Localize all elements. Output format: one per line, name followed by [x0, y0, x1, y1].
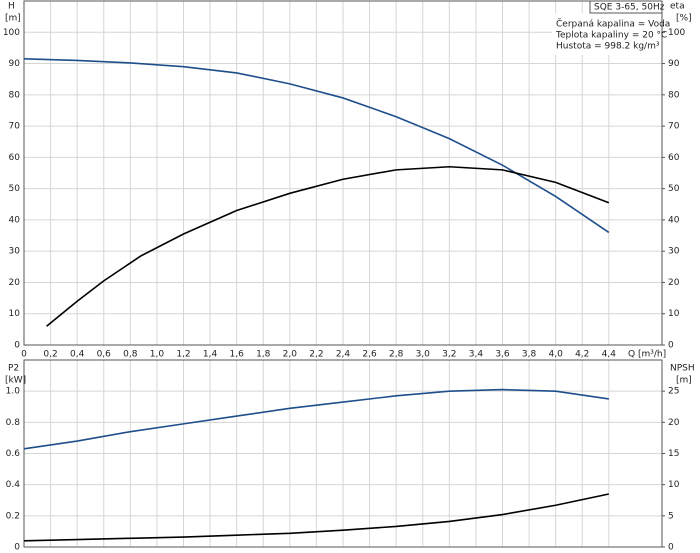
x-tick-label: 4,0 — [549, 350, 564, 360]
x-tick-label: 4,4 — [602, 350, 617, 360]
y-tick-label: 90 — [9, 59, 21, 69]
y2-tick-label: 10 — [668, 309, 680, 319]
x-tick-label: 0,6 — [97, 350, 112, 360]
y-tick-label: 100 — [3, 28, 20, 38]
legend-line: Teplota kapaliny = 20 °C — [555, 31, 667, 41]
y-axis-label: P2 — [8, 364, 19, 374]
y2-tick-label: 40 — [668, 215, 680, 225]
y-tick-label: 0 — [14, 543, 20, 553]
y2-axis-label: NPSH — [670, 364, 695, 374]
y2-tick-label: 10 — [668, 480, 680, 490]
x-tick-label: 3,0 — [416, 350, 431, 360]
y-tick-label: 40 — [9, 215, 21, 225]
y2-axis-unit: [%] — [676, 14, 692, 24]
x-tick-label: 1,0 — [150, 350, 165, 360]
y-tick-label: 10 — [9, 309, 21, 319]
x-tick-label: 4,2 — [575, 350, 589, 360]
y2-tick-label: 70 — [668, 122, 680, 132]
y-axis-unit: [m] — [5, 14, 21, 24]
y2-axis-label: eta — [670, 2, 685, 12]
y-tick-label: 1.0 — [6, 387, 21, 397]
y2-tick-label: 100 — [668, 28, 685, 38]
y2-tick-label: 0 — [668, 543, 674, 553]
y-tick-label: 60 — [9, 153, 21, 163]
x-tick-label: 0,8 — [123, 350, 138, 360]
y2-tick-label: 20 — [668, 278, 680, 288]
x-tick-label: 2,4 — [336, 350, 351, 360]
y2-tick-label: 30 — [668, 247, 680, 257]
curve — [23, 493, 609, 542]
y2-axis-unit: [m] — [676, 376, 692, 386]
x-tick-label: 2,0 — [283, 350, 298, 360]
legend-title: SQE 3-65, 50Hz — [594, 3, 665, 13]
y-tick-label: 80 — [9, 90, 21, 100]
x-axis-label: Q [m³/h] — [628, 350, 666, 360]
y-axis-unit: [kW] — [5, 376, 26, 386]
x-tick-label: 3,6 — [495, 350, 510, 360]
y2-tick-label: 60 — [668, 153, 680, 163]
x-tick-label: 2,6 — [362, 350, 377, 360]
y-tick-label: 30 — [9, 247, 21, 257]
curve — [46, 165, 610, 327]
x-tick-label: 1,6 — [230, 350, 245, 360]
y2-tick-label: 15 — [668, 449, 679, 459]
y-tick-label: 0.2 — [6, 511, 20, 521]
x-tick-label: 1,8 — [256, 350, 271, 360]
x-tick-label: 3,4 — [469, 350, 484, 360]
curve — [23, 58, 610, 234]
y-tick-label: 0.4 — [6, 480, 21, 490]
x-tick-label: 0,4 — [70, 350, 85, 360]
x-tick-label: 3,2 — [442, 350, 456, 360]
x-tick-label: 1,2 — [176, 350, 190, 360]
legend-title-box — [589, 0, 663, 14]
y2-tick-label: 50 — [668, 184, 680, 194]
y2-tick-label: 80 — [668, 90, 680, 100]
y-tick-label: 0.6 — [6, 449, 21, 459]
y-tick-label: 20 — [9, 278, 21, 288]
x-tick-label: 0 — [21, 350, 27, 360]
y2-tick-label: 25 — [668, 387, 679, 397]
plot-frame — [23, 0, 663, 346]
y-tick-label: 70 — [9, 122, 21, 132]
y-tick-label: 50 — [9, 184, 21, 194]
x-tick-label: 3,8 — [522, 350, 537, 360]
y2-tick-label: 20 — [668, 418, 680, 428]
x-tick-label: 2,8 — [389, 350, 404, 360]
y2-tick-label: 5 — [668, 511, 674, 521]
curve — [23, 388, 609, 450]
y-tick-label: 0 — [14, 341, 20, 351]
y-tick-label: 0.8 — [6, 418, 21, 428]
y2-tick-label: 0 — [668, 341, 674, 351]
legend-box — [552, 13, 660, 55]
y2-tick-label: 90 — [668, 59, 680, 69]
x-tick-label: 2,2 — [309, 350, 323, 360]
legend-line: Hustota = 998.2 kg/m³ — [556, 42, 660, 52]
y-axis-label: H — [8, 2, 15, 12]
legend-line: Čerpaná kapalina = Voda — [556, 18, 670, 30]
x-tick-label: 1,4 — [203, 350, 218, 360]
x-tick-label: 0,2 — [43, 350, 57, 360]
plot-frame — [23, 359, 663, 548]
